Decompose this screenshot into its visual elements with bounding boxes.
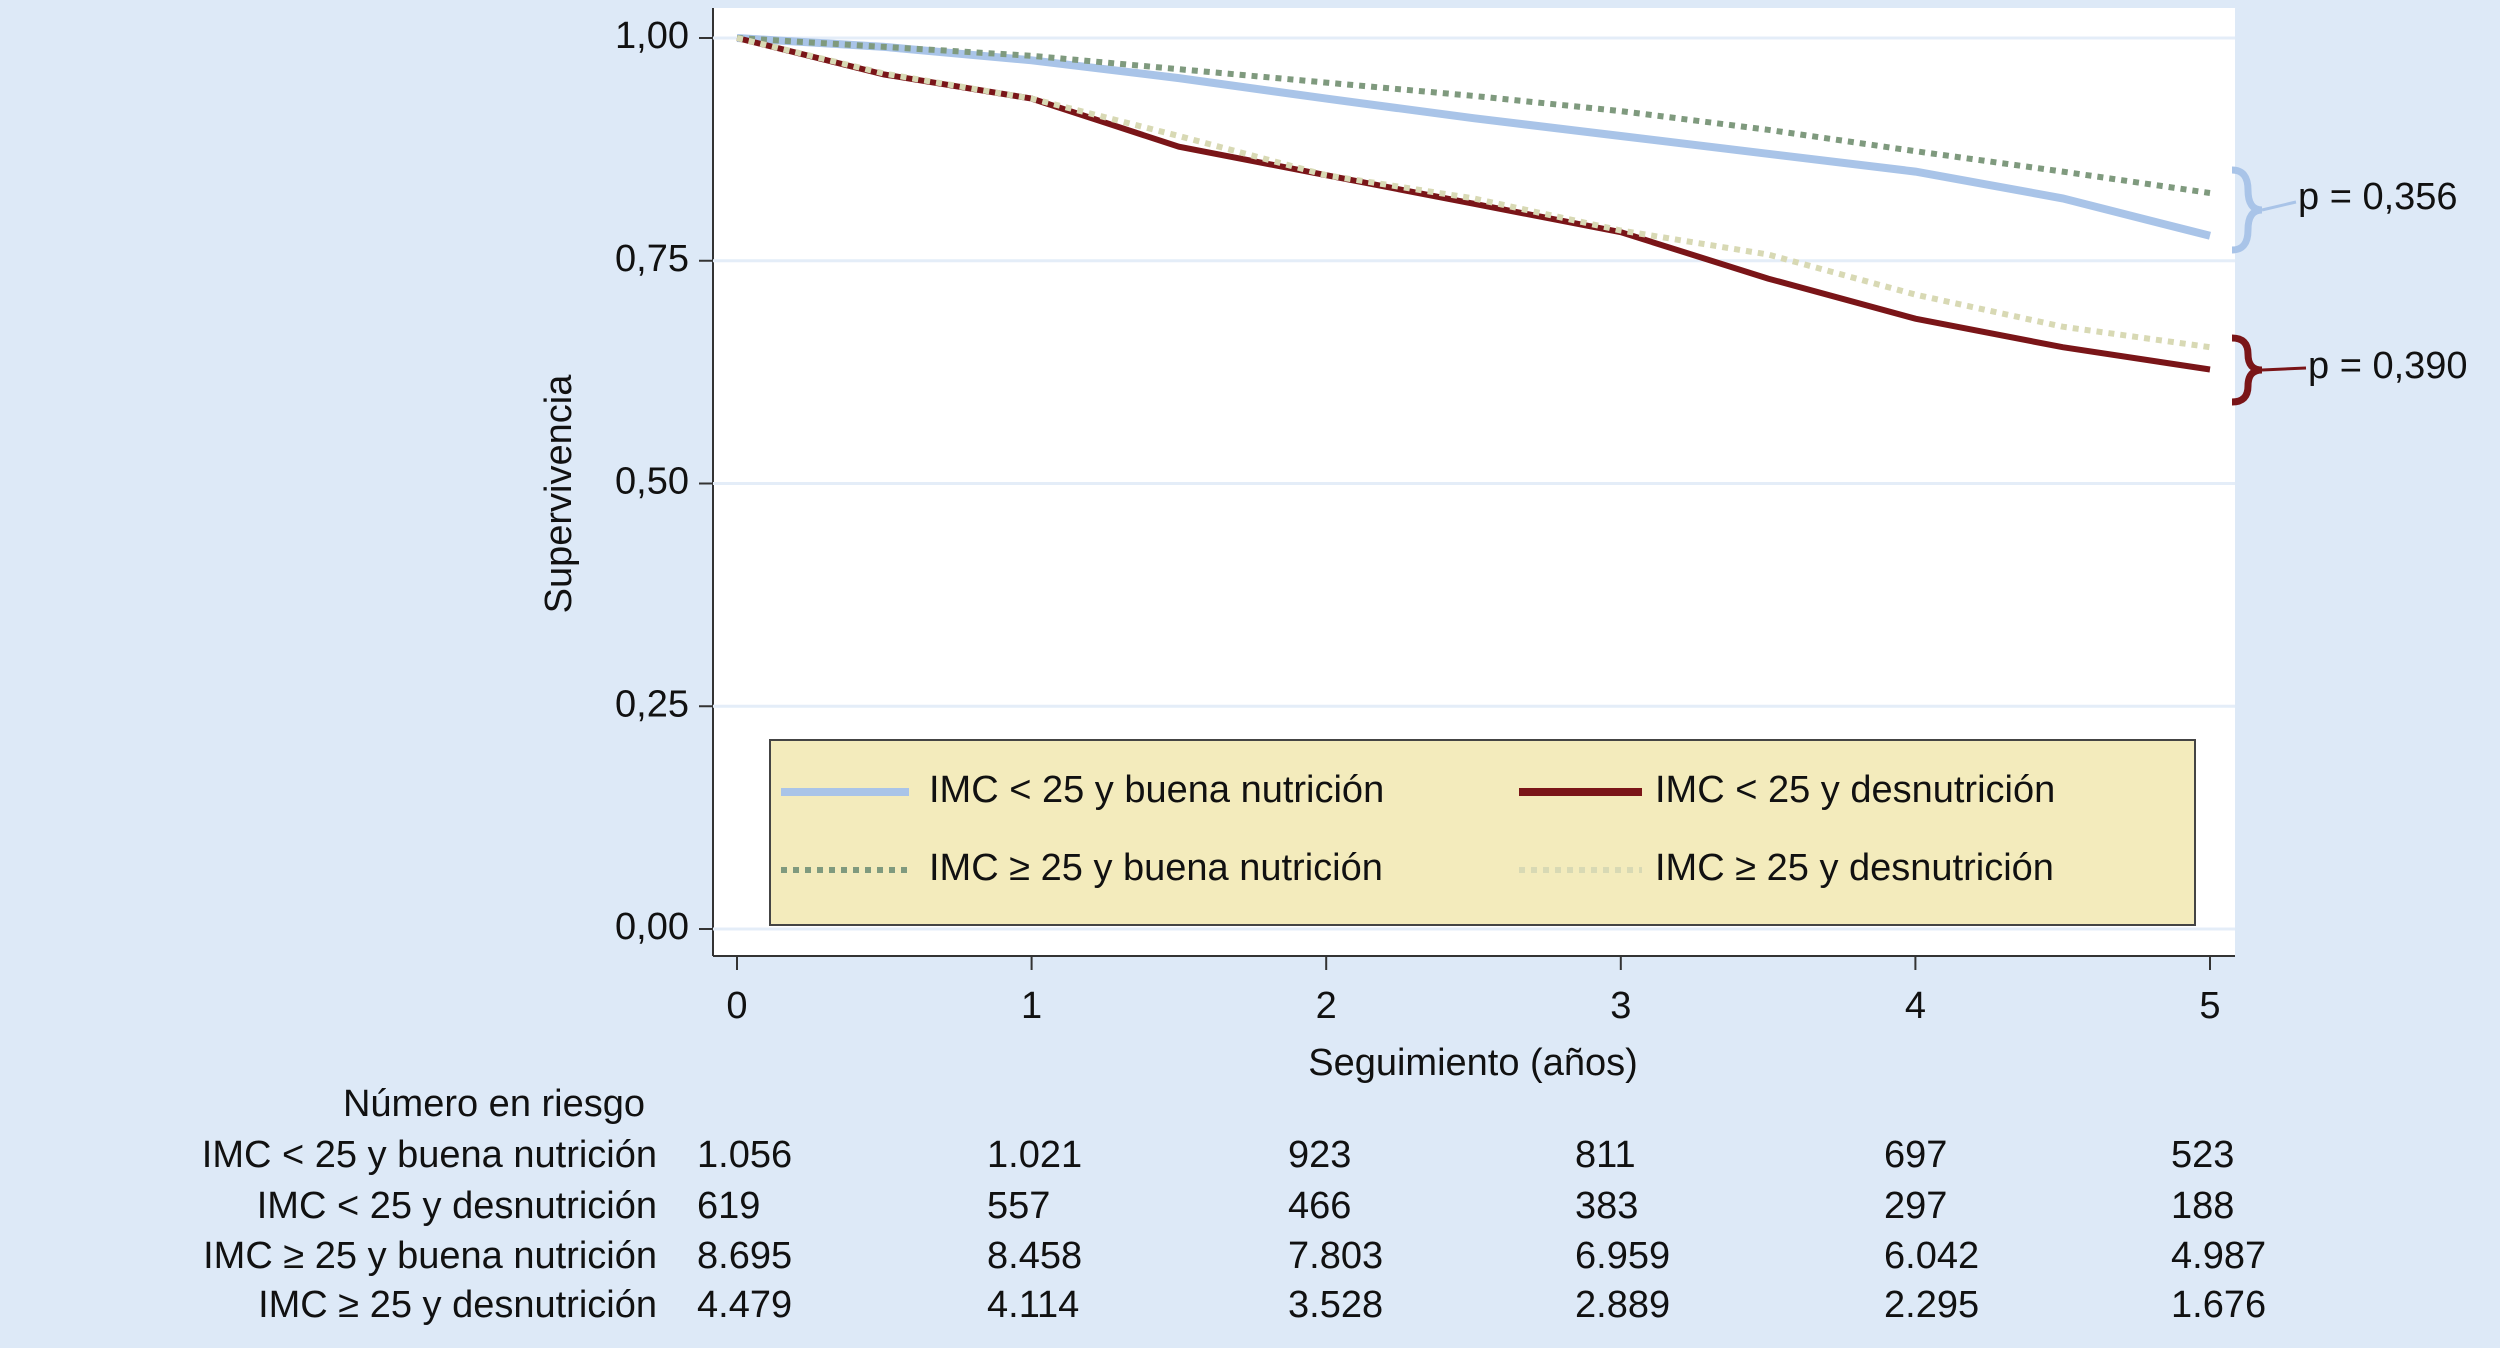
risk-count: 2.889 [1575, 1284, 1670, 1326]
risk-count: 557 [987, 1185, 1050, 1227]
risk-count: 1.676 [2171, 1284, 2266, 1326]
bracket-pointer [2261, 366, 2307, 372]
risk-count: 297 [1884, 1185, 1947, 1227]
survival-curve [736, 35, 2211, 373]
risk-count: 697 [1884, 1134, 1947, 1176]
x-tick-label: 1 [1021, 985, 1042, 1027]
y-tick-label: 0,00 [615, 906, 689, 948]
legend-label: IMC ≥ 25 y buena nutrición [929, 847, 1383, 889]
x-tick-label: 4 [1905, 985, 1926, 1027]
curves [713, 34, 2235, 931]
x-tick-label: 2 [1316, 985, 1337, 1027]
risk-count: 923 [1288, 1134, 1351, 1176]
risk-count: 383 [1575, 1185, 1638, 1227]
risk-row-label: IMC ≥ 25 y desnutrición [258, 1284, 657, 1326]
x-axis-label: Seguimiento (años) [1308, 1042, 1638, 1084]
risk-count: 523 [2171, 1134, 2234, 1176]
bracket [2231, 166, 2263, 254]
risk-count: 8.695 [697, 1235, 792, 1277]
annotation: p = 0,356 [2298, 176, 2458, 218]
risk-row-label: IMC < 25 y buena nutrición [202, 1134, 657, 1176]
bracket-pointer [2261, 200, 2297, 212]
survival-curve [736, 35, 2211, 196]
risk-count: 4.987 [2171, 1235, 2266, 1277]
y-tick-label: 1,00 [615, 15, 689, 57]
x-tick-label: 5 [2199, 985, 2220, 1027]
survival-curve [736, 34, 2211, 240]
risk-count: 4.479 [697, 1284, 792, 1326]
risk-count: 3.528 [1288, 1284, 1383, 1326]
legend-label: IMC < 25 y desnutrición [1655, 769, 2055, 811]
risk-count: 8.458 [987, 1235, 1082, 1277]
risk-count: 2.295 [1884, 1284, 1979, 1326]
x-tick-label: 0 [726, 985, 747, 1027]
risk-count: 4.114 [987, 1284, 1079, 1326]
y-tick-label: 0,75 [615, 238, 689, 280]
risk-count: 1.021 [987, 1134, 1082, 1176]
y-tick-label: 0,50 [615, 461, 689, 503]
annotation: p = 0,390 [2308, 345, 2468, 387]
risk-table-title: Número en riesgo [343, 1083, 645, 1125]
legend-box [769, 739, 2196, 926]
risk-count: 619 [697, 1185, 760, 1227]
y-tick-label: 0,25 [615, 683, 689, 725]
legend-label: IMC < 25 y buena nutrición [929, 769, 1384, 811]
risk-count: 811 [1575, 1134, 1636, 1176]
risk-count: 6.959 [1575, 1235, 1670, 1277]
risk-count: 7.803 [1288, 1235, 1383, 1277]
risk-count: 6.042 [1884, 1235, 1979, 1277]
bracket [2231, 334, 2263, 406]
x-tick-label: 3 [1610, 985, 1631, 1027]
risk-count: 188 [2171, 1185, 2234, 1227]
risk-count: 466 [1288, 1185, 1351, 1227]
risk-row-label: IMC ≥ 25 y buena nutrición [203, 1235, 657, 1277]
risk-count: 1.056 [697, 1134, 792, 1176]
risk-row-label: IMC < 25 y desnutrición [257, 1185, 657, 1227]
y-axis-label: Supervivencia [538, 374, 580, 614]
legend-label: IMC ≥ 25 y desnutrición [1655, 847, 2054, 889]
